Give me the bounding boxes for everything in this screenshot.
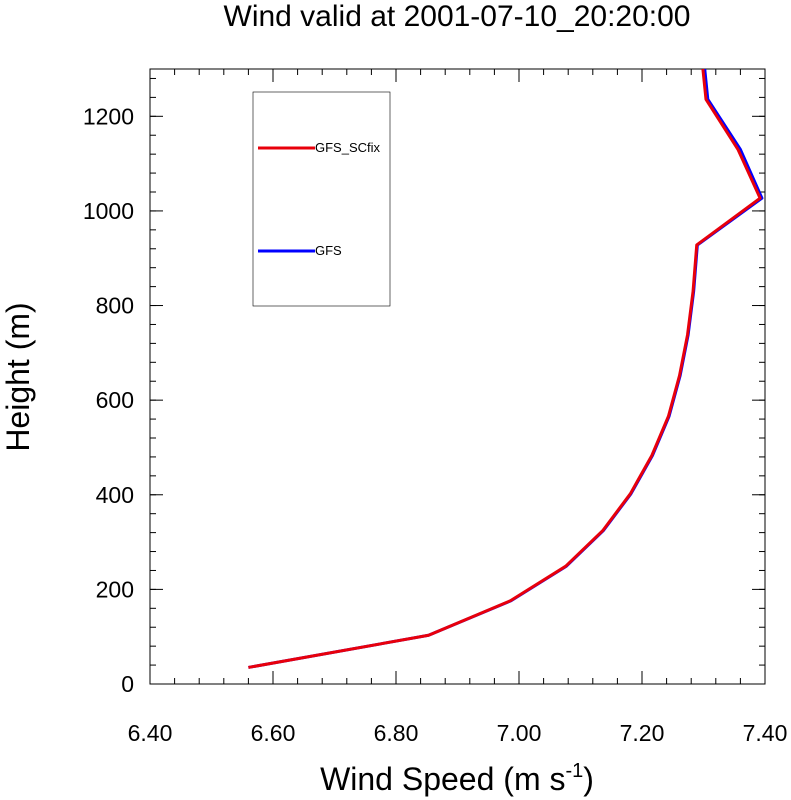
y-tick-label: 400 xyxy=(96,482,134,508)
x-tick-label: 6.60 xyxy=(251,720,296,746)
y-tick-label: 1200 xyxy=(83,103,134,129)
y-axis-label: Height (m) xyxy=(0,302,36,451)
x-axis-label-superscript: -1 xyxy=(565,760,583,782)
x-tick-label: 7.00 xyxy=(497,720,542,746)
chart-title: Wind valid at 2001-07-10_20:20:00 xyxy=(224,0,691,33)
x-tick-label: 7.40 xyxy=(743,720,788,746)
major-ticks xyxy=(149,69,766,685)
plot-area: 6.40 6.60 6.80 7.00 7.20 7.40 0 200 400 600 800 10… xyxy=(83,68,788,746)
x-axis-label: Wind Speed (m s-1) xyxy=(320,760,594,797)
legend-box xyxy=(252,91,391,307)
y-tick-label: 0 xyxy=(121,671,134,697)
x-axis-label-main: Wind Speed (m s xyxy=(320,761,565,797)
legend: GFS_SCfix GFS xyxy=(252,91,391,307)
plot-frame xyxy=(149,68,766,685)
minor-ticks xyxy=(149,69,766,685)
series-line-gfs-scfix xyxy=(248,68,762,669)
x-tick-label: 7.20 xyxy=(620,720,665,746)
y-tick-label: 600 xyxy=(96,387,134,413)
y-tick-labels: 0 200 400 600 800 1000 1200 xyxy=(83,103,134,697)
x-tick-label: 6.40 xyxy=(128,720,173,746)
legend-label-gfs-scfix: GFS_SCfix xyxy=(315,140,381,155)
y-tick-label: 1000 xyxy=(83,198,134,224)
x-tick-label: 6.80 xyxy=(374,720,419,746)
x-tick-labels: 6.40 6.60 6.80 7.00 7.20 7.40 xyxy=(128,720,788,746)
series-lines xyxy=(248,68,764,669)
legend-label-gfs: GFS xyxy=(315,243,342,258)
x-axis-label-suffix: ) xyxy=(583,761,594,797)
y-tick-label: 800 xyxy=(96,293,134,319)
y-tick-label: 200 xyxy=(96,576,134,602)
